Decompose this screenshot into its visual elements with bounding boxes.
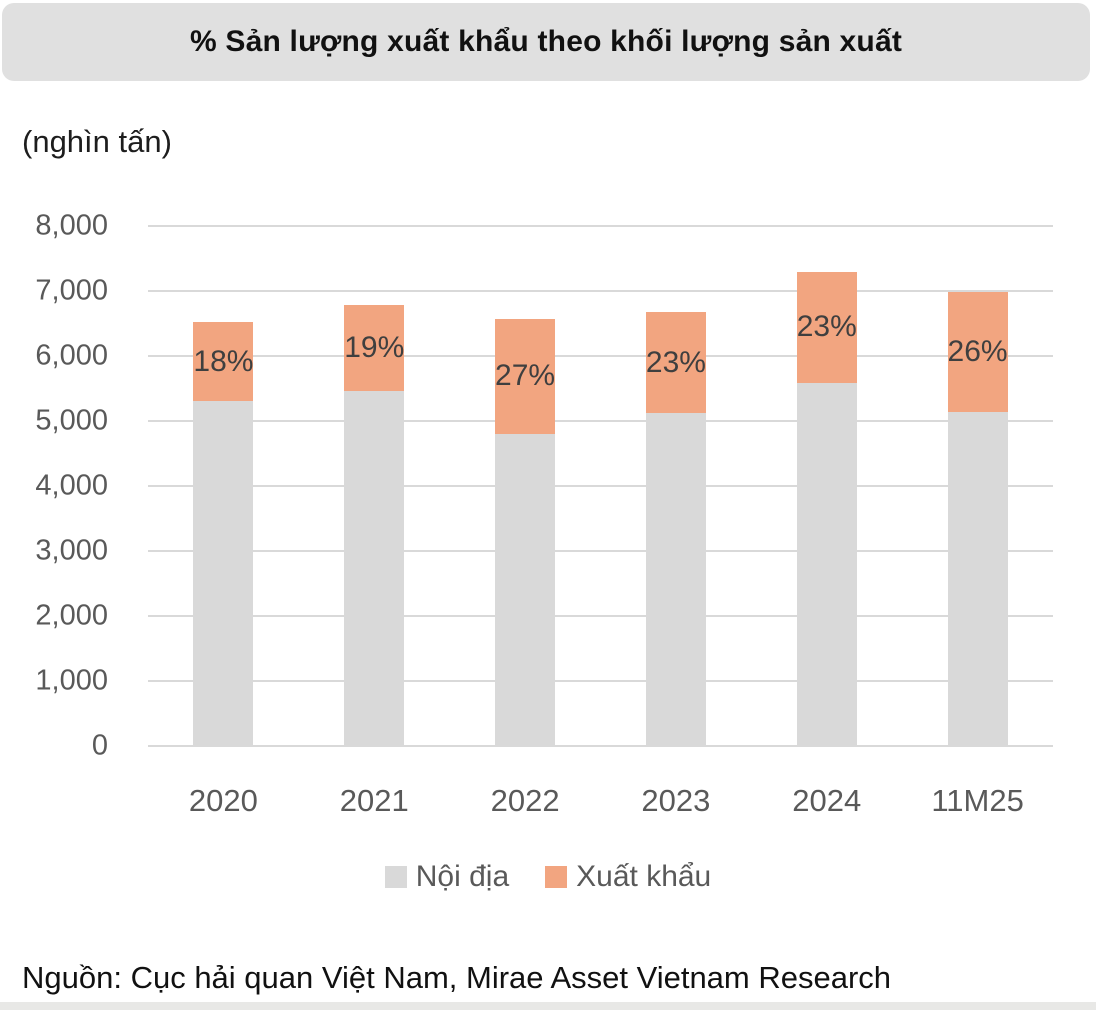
y-axis-tick-label: 1,000	[35, 664, 108, 697]
y-axis-tick-label: 4,000	[35, 469, 108, 502]
legend-item-export: Xuất khẩu	[545, 860, 711, 894]
export-share-label: 23%	[796, 310, 857, 344]
bar-segment-domestic	[645, 413, 706, 746]
bar-segment-domestic	[947, 411, 1008, 746]
gridline	[148, 290, 1053, 292]
bottom-divider	[0, 1002, 1096, 1010]
y-axis-tick-label: 7,000	[35, 274, 108, 307]
bar-segment-export	[344, 305, 405, 392]
legend-swatch-export-icon	[545, 866, 568, 888]
y-axis-tick-label: 0	[91, 729, 108, 762]
export-share-label: 19%	[344, 331, 405, 365]
bar-segment-domestic	[796, 382, 857, 746]
export-share-label: 23%	[645, 345, 706, 379]
legend-item-domestic: Nội địa	[384, 860, 510, 894]
x-axis-label: 2024	[792, 783, 862, 818]
x-axis-label: 11M25	[931, 783, 1024, 818]
y-axis-tick-label: 3,000	[35, 534, 108, 567]
export-share-label: 26%	[947, 334, 1008, 368]
source-attribution: Nguồn: Cục hải quan Việt Nam, Mirae Asse…	[22, 960, 892, 995]
y-axis-unit-label: (nghìn tấn)	[22, 124, 172, 159]
legend-label-export: Xuất khẩu	[576, 860, 712, 893]
gridline	[148, 420, 1053, 422]
bar-segment-export	[645, 311, 706, 414]
gridline	[148, 745, 1053, 747]
x-axis-label: 2022	[490, 783, 560, 818]
chart-title: % Sản lượng xuất khẩu theo khối lượng sả…	[189, 25, 903, 58]
y-axis-tick-label: 8,000	[35, 209, 108, 242]
export-share-label: 27%	[495, 359, 556, 393]
legend-swatch-domestic-icon	[384, 866, 407, 888]
y-axis-tick-label: 2,000	[35, 599, 108, 632]
chart-legend: Nội địa Xuất khẩu	[0, 860, 1096, 894]
bar-segment-domestic	[495, 434, 556, 746]
gridline	[148, 680, 1053, 682]
x-axis-label: 2020	[188, 783, 258, 818]
gridline	[148, 550, 1053, 552]
bar-segment-domestic	[193, 400, 254, 746]
gridline	[148, 615, 1053, 617]
y-axis-tick-label: 5,000	[35, 404, 108, 437]
gridline	[148, 225, 1053, 227]
y-axis-tick-label: 6,000	[35, 339, 108, 372]
x-axis-label: 2023	[641, 783, 711, 818]
bar-segment-export	[947, 291, 1008, 412]
export-share-label: 18%	[193, 344, 254, 378]
bar-segment-export	[796, 272, 857, 383]
gridline	[148, 355, 1053, 357]
x-axis-label: 2021	[339, 783, 409, 818]
chart-title-banner: % Sản lượng xuất khẩu theo khối lượng sả…	[2, 3, 1090, 81]
gridline	[148, 485, 1053, 487]
legend-label-domestic: Nội địa	[415, 860, 510, 893]
bar-segment-export	[193, 322, 254, 401]
bar-segment-domestic	[344, 391, 405, 746]
bar-segment-export	[495, 318, 556, 434]
